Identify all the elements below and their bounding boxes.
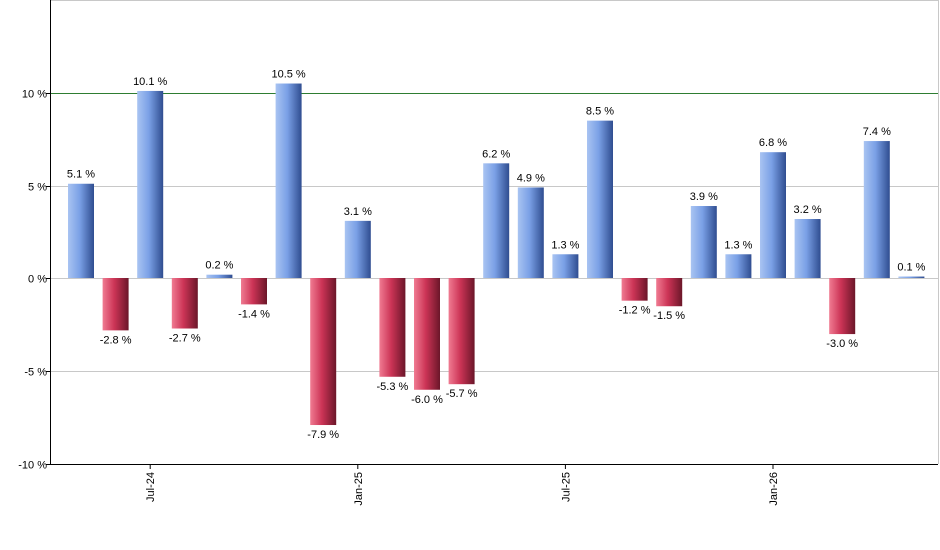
data-label-1: -2.8 % [100,334,132,346]
bar-7 [310,278,337,426]
x-tick-label: Jan-26 [768,472,780,506]
data-label-2: 10.1 % [133,76,167,88]
data-label-20: 6.8 % [759,137,787,149]
data-label-24: 0.1 % [897,262,925,274]
x-tick-label: Jan-25 [353,472,365,506]
data-label-4: 0.2 % [205,260,233,272]
y-tick-label: -10 % [18,460,47,472]
data-label-16: -1.2 % [619,305,651,317]
y-tick-label: 0 % [28,274,47,286]
data-label-21: 3.2 % [794,204,822,216]
bar-8 [344,220,371,278]
bar-3 [171,278,198,329]
bar-10 [414,278,440,390]
bar-19 [725,254,752,278]
x-tick-label: Jul-25 [560,472,572,502]
data-label-18: 3.9 % [690,191,718,203]
bar-9 [379,278,406,377]
data-label-22: -3.0 % [826,338,858,350]
data-label-8: 3.1 % [344,206,372,218]
bar-13 [517,187,544,278]
bar-2 [137,90,164,278]
bar-23 [863,141,890,278]
data-label-9: -5.3 % [377,381,409,393]
bar-24 [898,276,925,278]
bar-18 [690,206,717,278]
data-label-0: 5.1 % [67,169,95,181]
bar-6 [275,83,302,279]
bar-14 [552,254,579,278]
bars [68,83,925,426]
data-label-13: 4.9 % [517,172,545,184]
y-tick-label: 10 % [22,89,47,101]
bar-12 [483,163,510,278]
bar-1 [102,278,129,331]
data-label-17: -1.5 % [653,310,685,322]
bar-0 [68,183,94,278]
bar-4 [206,274,233,278]
bar-5 [241,278,267,305]
data-label-12: 6.2 % [482,148,510,160]
axes: -10 % -5 % 0 % 5 % 10 % Jul-24 Jan-25 Jul-25 Jan… [18,0,938,506]
labels: 5.1 % -2.8 % 10.1 % -2.7 % 0.2 % -1.4 % 10.5 %… [67,69,926,442]
bar-22 [829,278,856,335]
data-label-3: -2.7 % [169,333,201,345]
bar-11 [448,278,475,385]
data-label-6: 10.5 % [271,69,305,81]
bar-15 [587,120,613,278]
bar-20 [760,152,786,278]
data-label-7: -7.9 % [307,429,339,441]
data-label-19: 1.3 % [724,239,752,251]
data-label-10: -6.0 % [411,394,443,406]
data-label-15: 8.5 % [586,106,614,118]
data-label-11: -5.7 % [446,388,478,400]
y-tick-label: 5 % [28,182,47,194]
bar-21 [794,219,821,278]
x-tick-label: Jul-24 [145,472,157,502]
data-label-14: 1.3 % [551,239,579,251]
y-tick-label: -5 % [24,367,47,379]
data-label-23: 7.4 % [863,126,891,138]
data-label-5: -1.4 % [238,308,270,320]
bar-16 [621,278,648,301]
bar-17 [656,278,683,307]
